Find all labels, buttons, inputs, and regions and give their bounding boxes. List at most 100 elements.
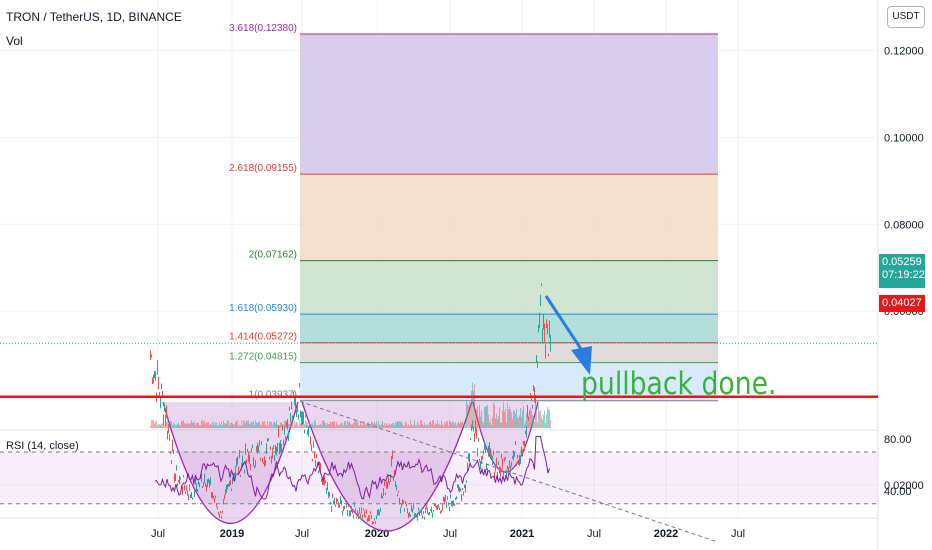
candle — [242, 455, 243, 467]
volume-bar — [361, 424, 362, 428]
volume-bar — [509, 406, 510, 428]
volume-bar — [172, 425, 173, 428]
volume-bar — [319, 424, 320, 428]
volume-bar — [324, 421, 325, 428]
volume-bar — [150, 425, 151, 428]
volume-bar — [478, 416, 479, 428]
volume-bar — [482, 421, 483, 428]
volume-bar — [174, 423, 175, 428]
volume-bar — [547, 407, 548, 428]
candle — [177, 483, 178, 487]
volume-bar — [173, 423, 174, 428]
candle — [393, 477, 394, 482]
currency-button[interactable]: USDT — [887, 6, 925, 28]
volume-label: Vol — [6, 34, 23, 48]
candle — [273, 445, 274, 449]
pullback-arrow-head — [571, 346, 592, 375]
candle — [370, 511, 371, 515]
volume-bar — [261, 425, 262, 428]
candle — [285, 436, 286, 440]
volume-bar — [385, 425, 386, 428]
candle — [291, 401, 292, 410]
volume-bar — [307, 422, 308, 428]
candle — [151, 354, 152, 358]
volume-bar — [331, 422, 332, 428]
volume-bar — [511, 412, 512, 428]
volume-bar — [501, 422, 502, 428]
volume-bar — [270, 422, 271, 428]
candle — [157, 360, 158, 375]
candle — [357, 510, 358, 517]
candle — [347, 509, 348, 517]
volume-bar — [455, 422, 456, 428]
volume-bar — [436, 423, 437, 428]
volume-bar — [300, 423, 301, 428]
volume-bar — [372, 421, 373, 428]
candle — [271, 455, 272, 464]
fib-level-label: 2.618(0.09155) — [229, 163, 297, 174]
volume-bar — [312, 423, 313, 428]
volume-bar — [238, 425, 239, 428]
volume-bar — [395, 421, 396, 428]
volume-bar — [262, 420, 263, 428]
volume-bar — [401, 421, 402, 428]
volume-bar — [380, 425, 381, 428]
candle — [324, 476, 325, 486]
volume-bar — [258, 422, 259, 428]
volume-bar — [200, 425, 201, 428]
volume-bar — [492, 416, 493, 428]
chart-title: TRON / TetherUS, 1D, BINANCE — [6, 10, 182, 24]
candle — [171, 460, 172, 465]
volume-bar — [241, 420, 242, 428]
volume-bar — [495, 418, 496, 428]
volume-bar — [439, 423, 440, 428]
cup-left-outline — [162, 401, 299, 525]
candle — [505, 457, 506, 460]
candle — [439, 507, 440, 511]
countdown-value: 07:19:22 — [882, 269, 925, 281]
candle — [531, 398, 532, 401]
candle — [192, 497, 193, 500]
candle — [176, 465, 177, 471]
candle — [304, 429, 305, 434]
candle — [272, 447, 273, 459]
candle — [360, 513, 361, 520]
candle — [338, 502, 339, 508]
y-tick-label: 0.10000 — [884, 132, 924, 144]
candle — [188, 494, 189, 501]
volume-bar — [490, 419, 491, 428]
volume-bar — [406, 423, 407, 428]
volume-bar — [374, 421, 375, 428]
candle — [520, 455, 521, 464]
candle — [217, 506, 218, 510]
y-tick-label: 0.08000 — [884, 219, 924, 231]
volume-bar — [159, 424, 160, 428]
candle — [361, 507, 362, 514]
candle — [368, 515, 369, 522]
candle — [390, 474, 391, 482]
candle — [241, 463, 242, 471]
volume-bar — [341, 422, 342, 428]
volume-bar — [409, 425, 410, 428]
candle — [231, 488, 232, 492]
volume-bar — [314, 420, 315, 428]
volume-bar — [518, 417, 519, 428]
candle — [220, 510, 221, 514]
volume-bar — [290, 421, 291, 428]
candle — [536, 355, 537, 363]
candle — [402, 499, 403, 505]
volume-bar — [529, 409, 530, 428]
candle — [478, 437, 479, 442]
volume-bar — [419, 425, 420, 428]
volume-bar — [446, 420, 447, 428]
volume-bar — [402, 423, 403, 428]
candle — [190, 494, 191, 498]
candle — [496, 457, 497, 467]
volume-bar — [504, 411, 505, 428]
volume-bar — [348, 422, 349, 428]
candle — [207, 479, 208, 487]
volume-bar — [423, 425, 424, 428]
candle — [275, 445, 276, 455]
volume-bar — [542, 419, 543, 428]
